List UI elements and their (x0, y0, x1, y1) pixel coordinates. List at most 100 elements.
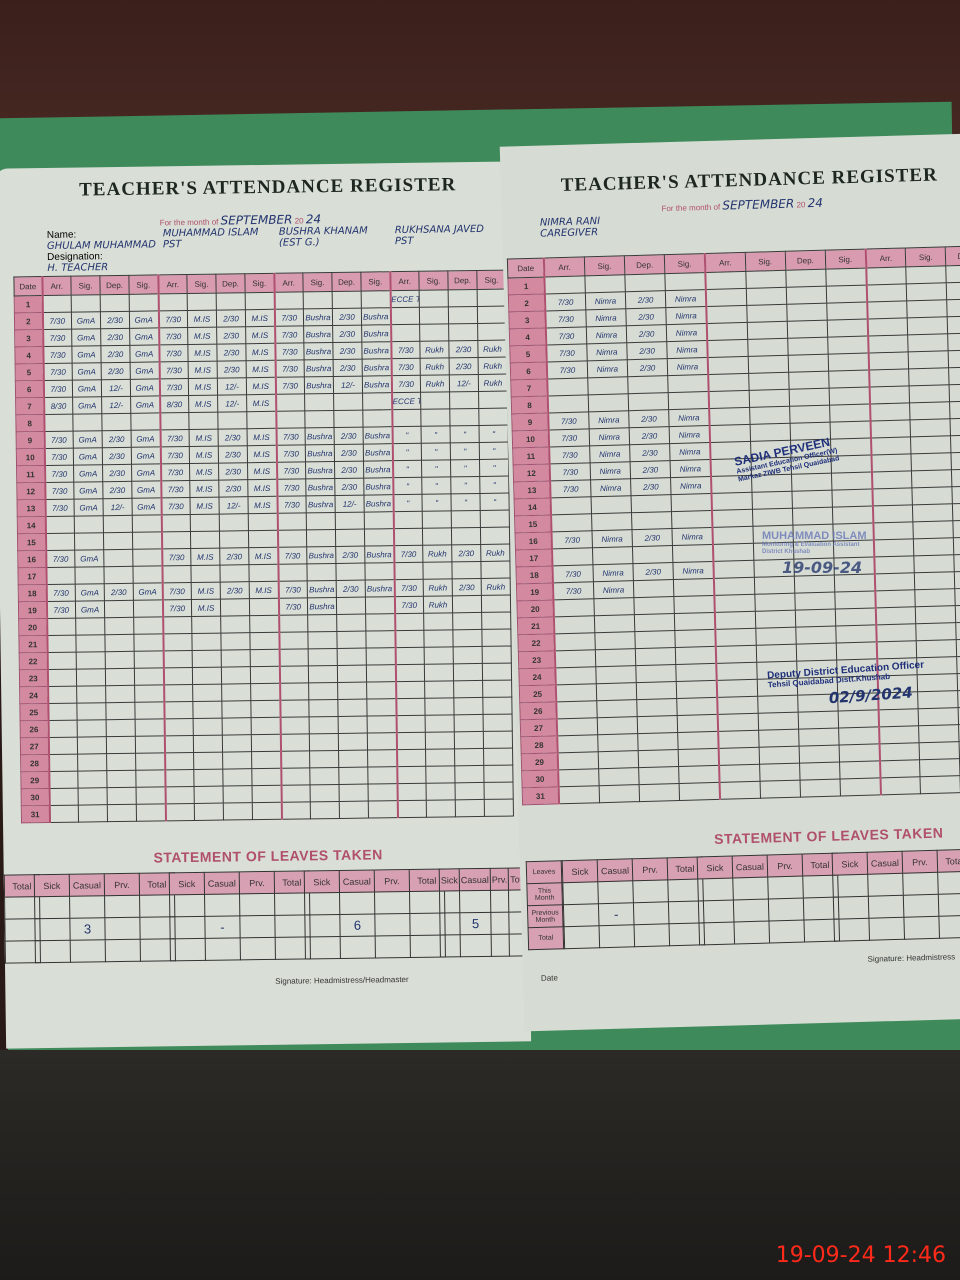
attendance-cell (248, 513, 278, 531)
teacher-name-block: MUHAMMAD ISLAM PST (163, 227, 259, 250)
attendance-cell (907, 333, 949, 352)
attendance-cell (834, 590, 876, 610)
attendance-cell (76, 685, 106, 704)
attendance-cell (955, 604, 960, 623)
leaves-title: STATEMENT OF LEAVES TAKEN (153, 846, 383, 866)
attendance-cell (248, 530, 278, 548)
attendance-cell (104, 634, 135, 652)
attendance-cell (558, 785, 600, 804)
leaves-cell (205, 937, 241, 961)
attendance-cell (637, 715, 678, 734)
left-page: TEACHER'S ATTENDANCE REGISTER For the mo… (0, 161, 532, 1049)
attendance-cell (190, 514, 220, 532)
date-cell: 7 (510, 378, 548, 398)
attendance-cell (306, 512, 336, 530)
attendance-cell: 7/30 (42, 329, 72, 347)
leaves-cell (563, 903, 600, 927)
date-header: Date (13, 276, 43, 296)
attendance-cell: 2/30 (216, 343, 247, 362)
column-header: Sig. (476, 270, 507, 290)
attendance-cell (280, 767, 311, 786)
attendance-cell (424, 697, 455, 716)
attendance-cell (393, 528, 423, 546)
attendance-cell: GmA (72, 362, 102, 381)
attendance-cell (553, 615, 595, 634)
attendance-cell (749, 423, 791, 442)
attendance-cell: 7/30 (553, 581, 594, 600)
attendance-cell: 7/30 (162, 582, 192, 600)
attendance-cell: 2/30 (334, 461, 364, 479)
attendance-cell (419, 289, 449, 308)
attendance-cell: M.IS (189, 463, 219, 481)
attendance-cell (339, 801, 369, 819)
date-cell: 1 (14, 295, 43, 313)
attendance-cell (252, 802, 282, 820)
attendance-cell (309, 733, 339, 751)
leaves-header: Sick (439, 868, 460, 892)
attendance-cell: 7/30 (394, 579, 424, 597)
attendance-cell (758, 746, 800, 765)
attendance-cell: Nimra (589, 461, 631, 480)
attendance-cell: 2/30 (630, 460, 671, 479)
attendance-cell (799, 761, 840, 781)
attendance-cell (454, 765, 484, 783)
date-cell: 2 (508, 294, 546, 313)
attendance-cell (798, 744, 840, 764)
attendance-cell (366, 681, 396, 700)
attendance-cell: Bushra (363, 477, 393, 496)
attendance-cell (452, 612, 482, 630)
attendance-cell (303, 291, 333, 309)
attendance-cell (106, 736, 136, 754)
attendance-cell: 12/- (217, 394, 247, 413)
date-cell: 14 (17, 516, 46, 534)
attendance-cell: 7/30 (276, 427, 306, 446)
attendance-cell (908, 350, 950, 369)
attendance-cell (627, 375, 669, 394)
attendance-cell (706, 322, 748, 341)
attendance-cell (875, 606, 917, 625)
leaves-cell (105, 939, 141, 962)
attendance-cell: 7/30 (549, 462, 591, 481)
attendance-cell (838, 743, 880, 762)
attendance-cell (717, 730, 759, 749)
attendance-cell (746, 321, 788, 340)
attendance-cell (337, 665, 367, 683)
attendance-cell: 7/30 (159, 361, 189, 379)
leaves-header: Sick (697, 856, 733, 879)
attendance-cell: M.IS (246, 377, 276, 395)
leaves-cell (240, 937, 276, 960)
date-cell: 21 (517, 616, 555, 635)
leaves-table: Sick Casual Prv. Total - (562, 856, 705, 949)
attendance-cell (279, 699, 310, 718)
attendance-cell (839, 777, 881, 796)
attendance-cell (338, 733, 368, 751)
date-cell: 20 (516, 599, 554, 618)
leaves-cell: 5 (459, 912, 492, 935)
attendance-cell: 7/30 (393, 545, 423, 563)
attendance-cell: ECCE Training (391, 392, 421, 410)
attendance-cell (594, 631, 636, 650)
attendance-cell (426, 799, 456, 818)
leaves-cell (340, 935, 376, 959)
attendance-cell (333, 393, 363, 411)
attendance-cell (454, 748, 484, 766)
attendance-cell (47, 703, 78, 721)
attendance-cell: Bushra (365, 579, 395, 598)
attendance-cell: Rukh (481, 578, 511, 596)
attendance-cell (746, 304, 787, 323)
attendance-cell (705, 271, 746, 290)
attendance-cell (164, 718, 194, 736)
attendance-cell: Bushra (305, 427, 335, 445)
attendance-cell (105, 702, 136, 720)
attendance-cell (190, 565, 221, 583)
attendance-cell: 7/30 (158, 310, 188, 328)
attendance-cell (554, 649, 596, 668)
attendance-cell: Bushra (303, 342, 334, 360)
attendance-cell (420, 391, 450, 410)
attendance-cell (789, 405, 830, 424)
attendance-cell (868, 368, 910, 388)
attendance-cell (279, 665, 309, 684)
attendance-cell (595, 665, 637, 684)
